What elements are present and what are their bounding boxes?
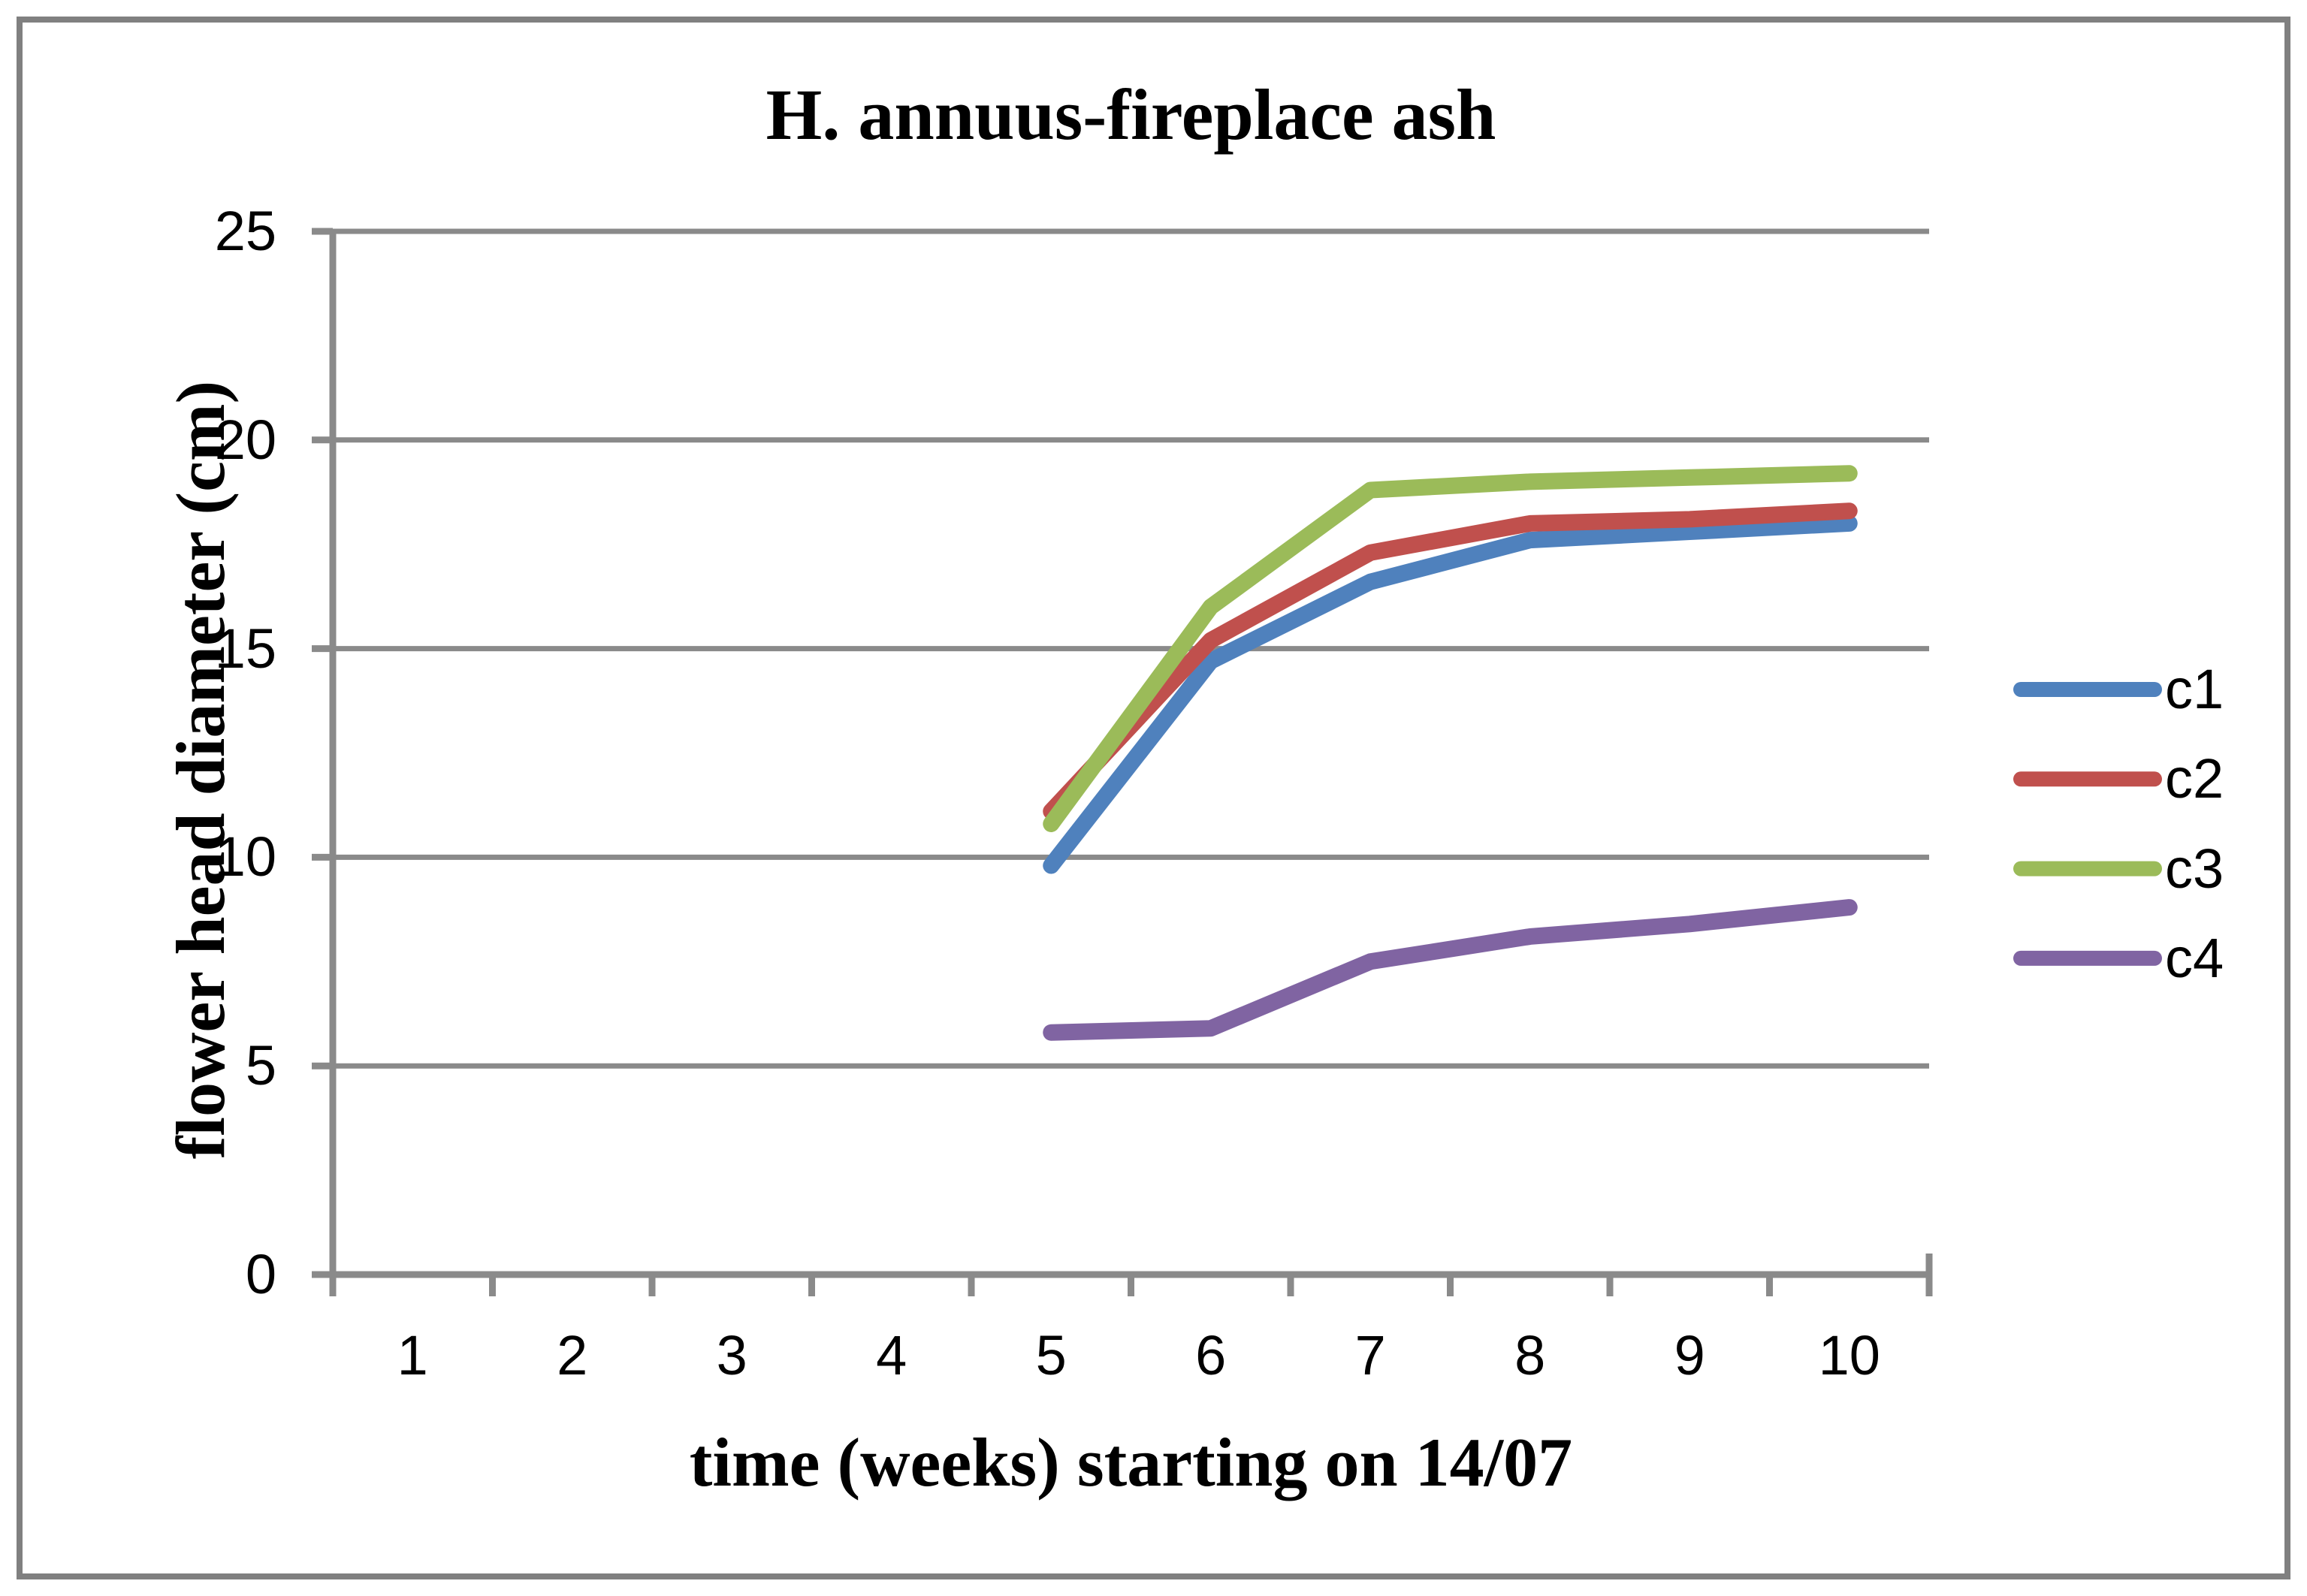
x-tick-label-10: 10 — [1818, 1324, 1880, 1386]
x-tick-label-2: 2 — [557, 1324, 588, 1386]
x-tick-label-3: 3 — [716, 1324, 747, 1386]
x-tick-label-6: 6 — [1195, 1324, 1227, 1386]
y-tick-label-5: 5 — [245, 1034, 276, 1097]
series-line-c1 — [1043, 514, 1858, 874]
chart-title: H. annuus-fireplace ash — [765, 74, 1496, 155]
y-tick-label-20: 20 — [214, 408, 276, 471]
x-axis-title: time (weeks) starting on 14/07 — [689, 1424, 1573, 1501]
y-tick-label-10: 10 — [214, 825, 276, 889]
y-tick-label-25: 25 — [214, 200, 276, 262]
x-tick-label-9: 9 — [1674, 1324, 1705, 1386]
legend-label-c3: c3 — [2165, 837, 2224, 900]
x-tick-label-5: 5 — [1035, 1324, 1067, 1386]
chart-border — [17, 17, 2290, 1579]
series-line-c3 — [1043, 465, 1858, 832]
legend-label-c4: c4 — [2165, 926, 2224, 989]
series-line-c2 — [1043, 502, 1858, 820]
x-tick-label-7: 7 — [1354, 1324, 1386, 1386]
x-tick-label-8: 8 — [1514, 1324, 1546, 1386]
y-tick-label-15: 15 — [214, 617, 276, 680]
legend-label-c1: c1 — [2165, 658, 2224, 720]
x-tick-label-4: 4 — [876, 1324, 907, 1386]
series-line-c4 — [1043, 899, 1858, 1041]
legend-label-c2: c2 — [2165, 747, 2224, 810]
x-tick-label-1: 1 — [397, 1324, 428, 1386]
y-tick-label-0: 0 — [245, 1243, 276, 1305]
